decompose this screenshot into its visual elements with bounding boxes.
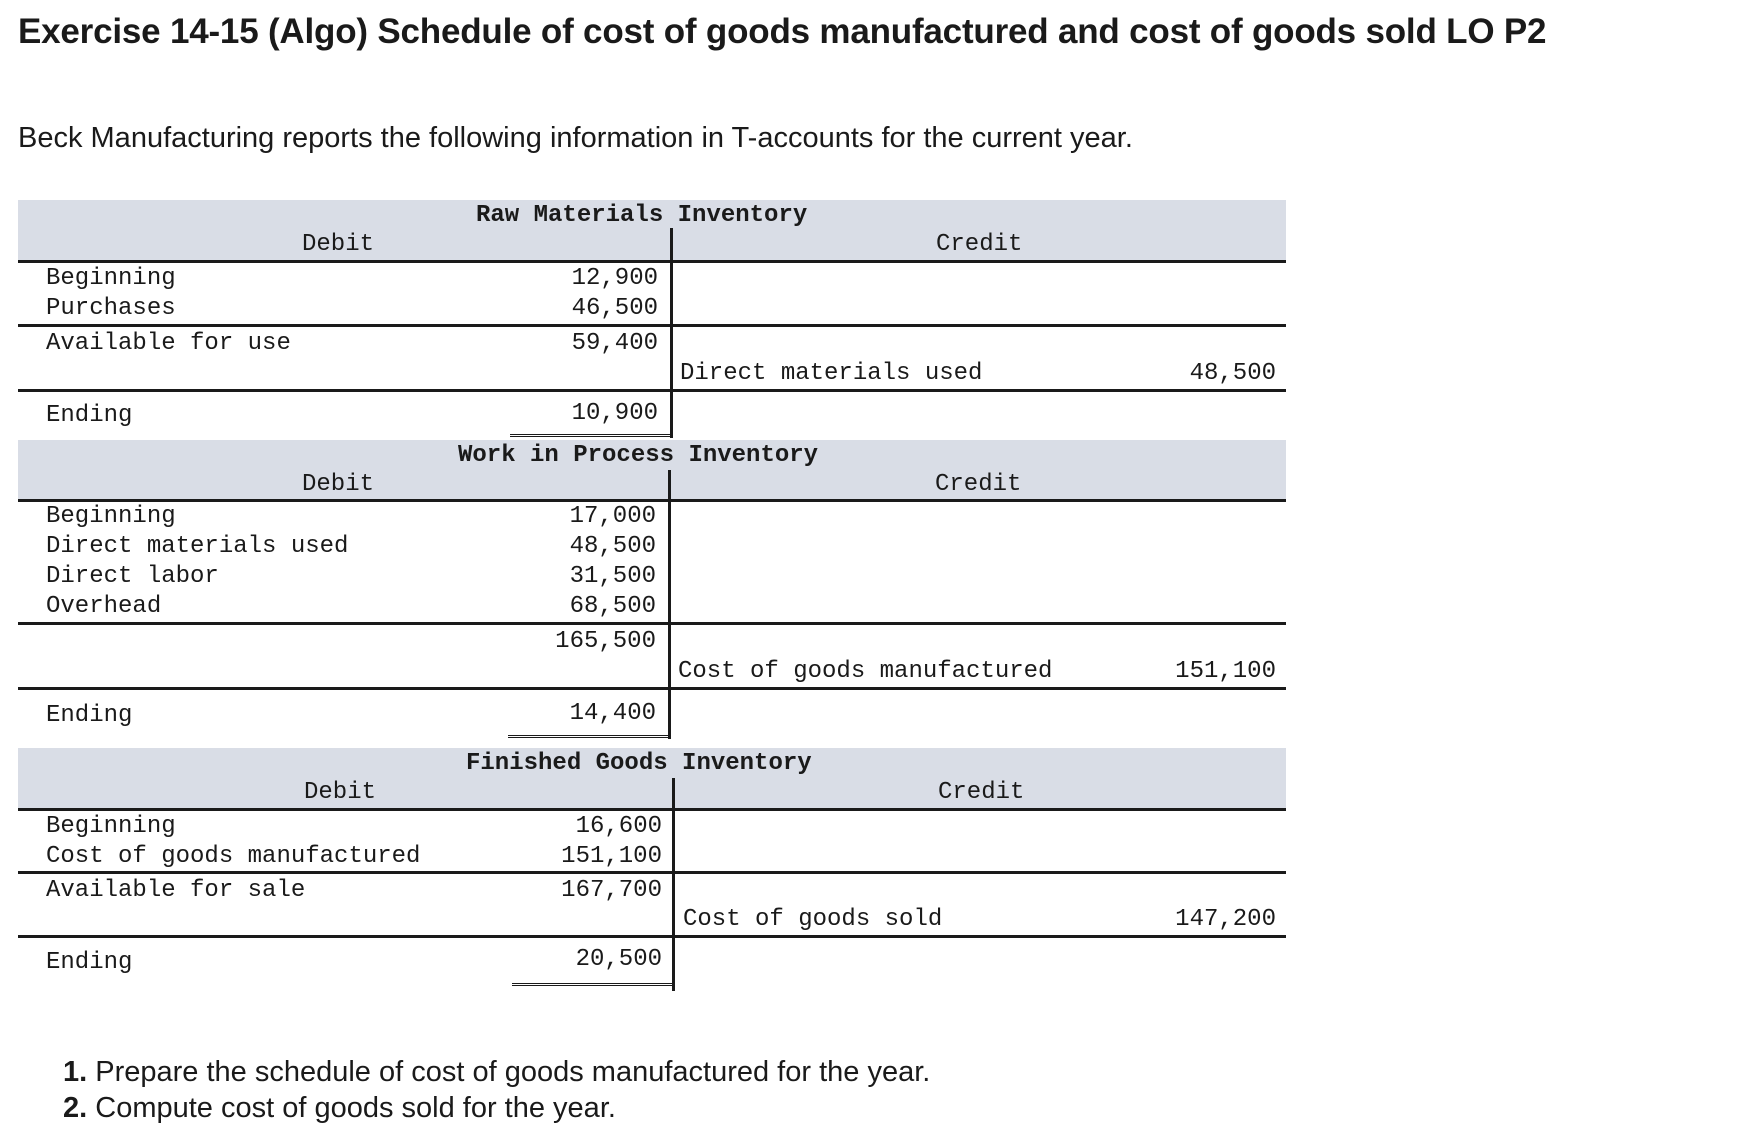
t-account-title: Work in Process Inventory (458, 442, 819, 469)
subtotal-rule (18, 622, 1286, 625)
credit-label: Cost of goods manufactured (678, 658, 1053, 685)
row-value: 68,500 (569, 593, 656, 620)
question-number: 1. (63, 1056, 88, 1088)
credit-value: 151,100 (1175, 658, 1276, 685)
question-item: 2. Compute cost of goods sold for the ye… (63, 1092, 930, 1128)
ending-value: 10,900 (571, 400, 658, 427)
ending-value: 14,400 (569, 700, 656, 727)
credit-label: Direct materials used (680, 360, 983, 387)
t-account-top-rule (18, 260, 1286, 263)
question-list: 1. Prepare the schedule of cost of goods… (63, 1056, 930, 1128)
row-value: 16,600 (575, 813, 662, 840)
row-label: Available for use (46, 330, 291, 357)
row-label: Overhead (46, 593, 162, 620)
question-item: 1. Prepare the schedule of cost of goods… (63, 1056, 930, 1092)
row-value: 31,500 (569, 563, 656, 590)
debit-header: Debit (304, 779, 377, 806)
t-account-header (18, 440, 1286, 501)
row-label: Beginning (46, 503, 176, 530)
ending-value: 20,500 (575, 946, 662, 973)
row-value: 167,700 (561, 877, 662, 904)
ending-rule (18, 389, 1286, 392)
ending-rule (18, 687, 1286, 690)
t-account-header (18, 748, 1286, 810)
question-text: Prepare the schedule of cost of goods ma… (87, 1056, 931, 1088)
row-value: 46,500 (571, 295, 658, 322)
credit-value: 48,500 (1189, 360, 1276, 387)
row-value: 48,500 (569, 533, 656, 560)
finished-goods-t-account: Finished Goods Inventory Debit Credit Be… (18, 748, 1286, 993)
row-value: 17,000 (569, 503, 656, 530)
t-account-title: Raw Materials Inventory (476, 202, 808, 229)
credit-label: Cost of goods sold (683, 906, 943, 933)
debit-header: Debit (302, 471, 375, 498)
credit-header: Credit (936, 231, 1023, 258)
credit-value: 147,200 (1175, 906, 1276, 933)
ending-label: Ending (46, 402, 133, 429)
row-value: 59,400 (571, 330, 658, 357)
t-account-divider (668, 470, 671, 739)
ending-rule (18, 935, 1286, 938)
subtotal-rule (18, 871, 1286, 874)
t-account-header (18, 200, 1286, 262)
ending-label: Ending (46, 949, 133, 976)
subtotal-rule (18, 324, 1286, 327)
double-underline (512, 983, 672, 986)
t-account-divider (670, 228, 673, 438)
question-number: 2. (63, 1092, 88, 1124)
question-text: Compute cost of goods sold for the year. (87, 1092, 616, 1124)
row-label: Direct labor (46, 563, 219, 590)
row-value: 12,900 (571, 265, 658, 292)
credit-header: Credit (938, 779, 1025, 806)
row-label: Purchases (46, 295, 176, 322)
intro-text: Beck Manufacturing reports the following… (18, 122, 1133, 154)
t-account-divider (672, 778, 675, 991)
exercise-title: Exercise 14-15 (Algo) Schedule of cost o… (18, 12, 1547, 51)
raw-materials-t-account: Raw Materials Inventory Debit Credit Beg… (18, 200, 1286, 440)
t-account-top-rule (18, 808, 1286, 811)
t-account-title: Finished Goods Inventory (466, 750, 812, 777)
row-label: Cost of goods manufactured (46, 843, 421, 870)
row-value: 151,100 (561, 843, 662, 870)
row-label: Beginning (46, 265, 176, 292)
t-account-top-rule (18, 499, 1286, 502)
ending-label: Ending (46, 702, 133, 729)
total-value: 165,500 (555, 628, 656, 655)
credit-header: Credit (935, 471, 1022, 498)
double-underline (508, 735, 668, 738)
debit-header: Debit (302, 231, 375, 258)
work-in-process-t-account: Work in Process Inventory Debit Credit B… (18, 440, 1286, 740)
row-label: Beginning (46, 813, 176, 840)
row-label: Available for sale (46, 877, 306, 904)
double-underline (510, 434, 670, 437)
row-label: Direct materials used (46, 533, 349, 560)
